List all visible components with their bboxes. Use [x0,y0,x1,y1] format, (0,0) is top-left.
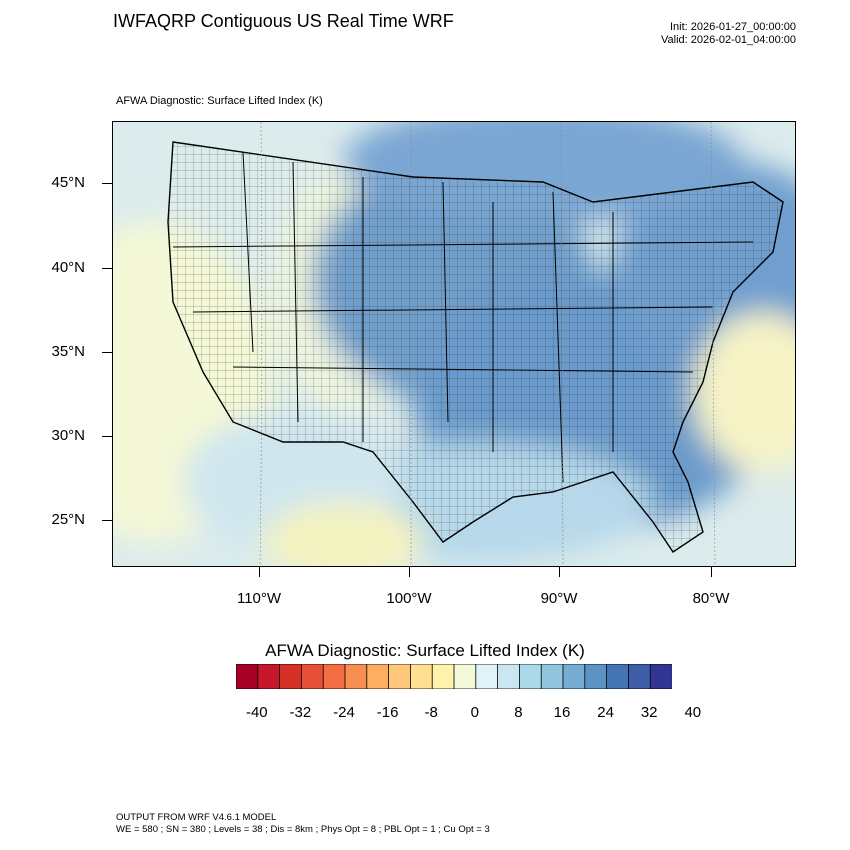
colorbar-swatch [322,664,346,689]
colorbar-label: -32 [289,704,312,721]
graticule [259,122,716,566]
colorbar-label: 40 [684,704,702,721]
colorbar-label: -24 [333,704,355,721]
colorbar-swatch [497,664,521,689]
colorbar-label: 24 [597,704,614,721]
lat-tick [102,352,112,353]
colorbar-swatch [584,664,608,689]
colorbar-swatch [562,664,586,689]
colorbar-swatch [366,664,390,689]
colorbar-label: 16 [553,704,571,721]
init-time: Init: 2026-01-27_00:00:00 [670,21,796,33]
lat-tick [102,520,112,521]
colorbar-swatch [301,664,324,689]
colorbar [236,664,672,689]
colorbar-swatch [236,664,259,689]
colorbar-swatch [409,664,433,689]
colorbar-swatch [388,664,412,689]
lon-tick [259,567,260,577]
colorbar-label: -8 [424,704,438,721]
lon-tick [711,567,712,577]
colorbar-swatch [344,664,368,689]
lat-tick [102,268,112,269]
colorbar-swatch [540,664,564,689]
main-title: IWFAQRP Contiguous US Real Time WRF [113,11,454,31]
lon-label-110w: 110°W [236,590,282,607]
lon-label-90w: 90°W [540,590,578,607]
lon-label-80w: 80°W [692,590,730,607]
colorbar-swatch [453,664,477,689]
colorbar-swatch [257,664,281,689]
lat-label-35n: 35°N [51,343,85,360]
lat-label-45n: 45°N [51,174,85,191]
colorbar-label: 8 [514,704,523,721]
colorbar-swatch [475,664,499,689]
colorbar-swatch [518,664,542,689]
lat-label-30n: 30°N [51,427,85,444]
lon-tick [409,567,410,577]
colorbar-title: AFWA Diagnostic: Surface Lifted Index (K… [265,641,585,660]
lon-label-100w: 100°W [386,590,432,607]
colorbar-label: -16 [376,704,399,721]
map-subtitle: AFWA Diagnostic: Surface Lifted Index (K… [116,95,323,107]
lat-label-25n: 25°N [51,511,85,528]
map-panel [112,121,796,567]
colorbar-swatch [279,664,303,689]
colorbar-swatch [627,664,651,689]
colorbar-label: 32 [640,704,658,721]
lat-label-40n: 40°N [51,259,85,276]
lat-tick [102,183,112,184]
conus-outline [167,141,784,553]
valid-time: Valid: 2026-02-01_04:00:00 [661,34,796,46]
colorbar-swatch [431,664,455,689]
colorbar-swatch [649,664,672,689]
colorbar-label: 0 [470,704,479,721]
colorbar-label: -40 [245,704,268,721]
lifted-index-map [113,122,795,566]
lat-tick [102,436,112,437]
footer-config: WE = 580 ; SN = 380 ; Levels = 38 ; Dis … [116,824,490,835]
state-boundaries [172,151,754,483]
colorbar-swatch [606,664,630,689]
footer-model: OUTPUT FROM WRF V4.6.1 MODEL [116,812,277,823]
lon-tick [559,567,560,577]
